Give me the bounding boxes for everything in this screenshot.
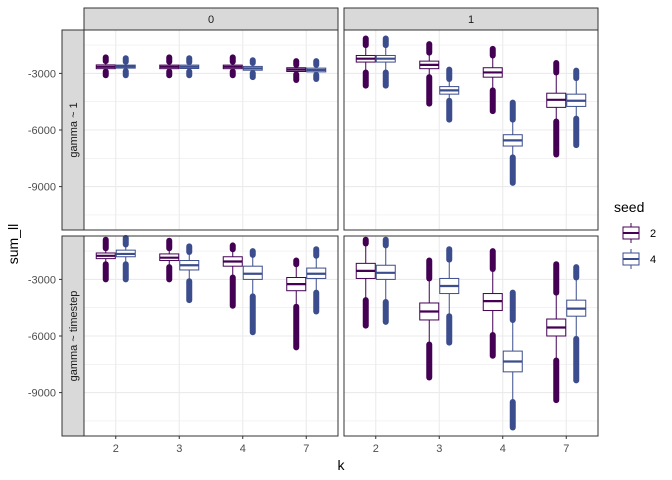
boxplot-k2-seed4 (375, 236, 396, 325)
panel-boxes-1-0 (355, 35, 587, 186)
row-strip-label: gamma ~ 1 (68, 102, 80, 157)
x-tick-label: 7 (563, 443, 569, 455)
y-axis-title: sum_ll (5, 224, 21, 264)
boxplot-k7-seed4 (566, 67, 587, 149)
boxplot-k4-seed4 (242, 57, 263, 81)
legend-entry-4: 4 (622, 248, 656, 270)
panels-layer (83, 29, 599, 437)
col-strip-label: 1 (468, 14, 474, 26)
y-tick-label: -9000 (28, 388, 56, 400)
panel-border (343, 235, 599, 437)
boxplot-k4-seed2 (482, 45, 503, 115)
x-axis-title: k (338, 457, 346, 473)
boxplot-k4-seed4 (242, 248, 263, 336)
x-tick-label: 2 (113, 443, 119, 455)
boxplot-k7-seed2 (286, 58, 307, 83)
boxplot-k7-seed2 (546, 60, 567, 158)
panel-boxes-1-1 (355, 236, 587, 431)
boxplot-k3-seed4 (179, 243, 200, 304)
legend: seed 2 4 (614, 199, 656, 270)
legend-entry-2: 2 (622, 222, 656, 244)
legend-entry-label: 4 (650, 254, 656, 266)
y-tick-label: -3000 (28, 68, 56, 80)
boxplot-k2-seed2 (355, 236, 376, 329)
strips-layer: 0 1 gamma ~ 1 gamma ~ timestep (61, 7, 599, 437)
y-tick-label: -9000 (28, 182, 56, 194)
boxplot-k2-seed4 (115, 55, 136, 79)
boxplot-k3-seed4 (439, 246, 460, 346)
col-strip-label: 0 (208, 14, 214, 26)
boxplot-k2-seed2 (355, 35, 376, 89)
row-strip-1: gamma ~ timestep (61, 235, 85, 437)
boxplot-k3-seed4 (439, 66, 460, 123)
boxplot-k4-seed2 (222, 242, 243, 309)
boxplot-k7-seed2 (546, 261, 567, 404)
boxplot-k2-seed2 (95, 54, 116, 79)
x-tick-label: 4 (500, 443, 506, 455)
boxplot-k3-seed2 (159, 54, 180, 79)
panel-boxes-0-1 (95, 234, 327, 351)
boxplot-k7-seed4 (306, 246, 327, 315)
panel-boxes-0-0 (95, 54, 327, 83)
axes-layer: -3000 -6000 -9000 -3000 -6000 -9000 2 3 4 7 2 3 4 7 (28, 68, 569, 455)
boxplot-k4-seed2 (482, 248, 503, 359)
row-strip-0: gamma ~ 1 (61, 29, 85, 231)
x-tick-label: 3 (436, 443, 442, 455)
legend-title: seed (614, 199, 644, 215)
y-tick-label: -6000 (28, 125, 56, 137)
boxplot-k7-seed4 (306, 58, 327, 83)
boxplot-k3-seed2 (419, 41, 440, 107)
x-tick-label: 3 (176, 443, 182, 455)
boxplot-k2-seed4 (375, 35, 396, 89)
boxplot-k3-seed2 (159, 237, 180, 283)
boxplot-k4-seed2 (222, 54, 243, 79)
boxplot-k4-seed4 (502, 99, 523, 186)
boxplot-k2-seed4 (115, 234, 136, 283)
boxplot-k4-seed4 (502, 289, 523, 431)
col-strip-1: 1 (343, 7, 599, 31)
panel-0-0 (84, 30, 338, 230)
legend-entry-label: 2 (650, 228, 656, 240)
boxplot-k3-seed2 (419, 257, 440, 381)
boxplot-k7-seed4 (566, 264, 587, 384)
boxplot-k3-seed4 (179, 55, 200, 79)
panel-0-1 (84, 236, 338, 436)
x-tick-label: 7 (303, 443, 309, 455)
y-tick-label: -6000 (28, 331, 56, 343)
x-tick-label: 4 (240, 443, 246, 455)
boxplot-k2-seed2 (95, 236, 116, 283)
col-strip-0: 0 (83, 7, 339, 31)
row-strip-label: gamma ~ timestep (68, 291, 80, 382)
y-tick-label: -3000 (28, 274, 56, 286)
boxplot-k7-seed2 (286, 257, 307, 351)
strip-background (83, 7, 339, 31)
strip-background (343, 7, 599, 31)
x-tick-label: 2 (373, 443, 379, 455)
